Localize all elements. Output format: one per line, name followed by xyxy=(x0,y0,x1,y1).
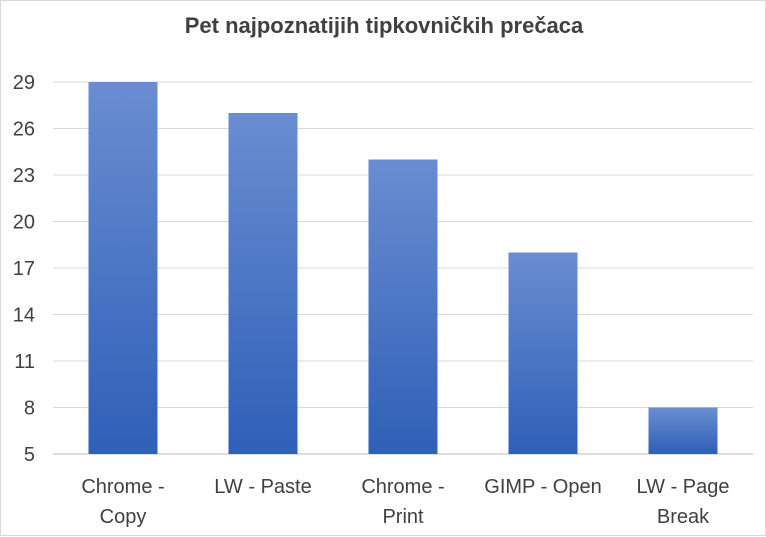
bar xyxy=(508,252,578,454)
y-tick-label: 23 xyxy=(13,165,35,187)
x-category-label: GIMP - Open xyxy=(484,476,601,498)
bar xyxy=(88,82,158,454)
bar xyxy=(648,407,718,454)
chart-title: Pet najpoznatijih tipkovničkih prečaca xyxy=(184,13,584,38)
bar xyxy=(368,159,438,454)
y-tick-label: 5 xyxy=(24,444,35,466)
x-category-label: LW - Page Break xyxy=(637,476,730,528)
y-tick-label: 17 xyxy=(13,258,35,280)
y-tick-label: 26 xyxy=(13,119,35,141)
y-axis-ticks: 5 8 11 14 17 20 23 26 29 xyxy=(13,72,35,466)
bars xyxy=(88,82,718,454)
y-tick-label: 14 xyxy=(13,305,35,327)
x-axis-labels: Chrome -Copy LW - Paste Chrome -Print GIMP … xyxy=(81,476,729,528)
bar xyxy=(228,113,298,454)
x-category-label: Chrome -Print xyxy=(361,476,444,528)
y-tick-label: 11 xyxy=(14,351,35,373)
x-category-label: LW - Paste xyxy=(214,476,311,498)
y-tick-label: 20 xyxy=(13,212,35,234)
x-category-label: Chrome -Copy xyxy=(81,476,164,528)
y-tick-label: 8 xyxy=(24,398,35,420)
y-tick-label: 29 xyxy=(13,72,35,94)
